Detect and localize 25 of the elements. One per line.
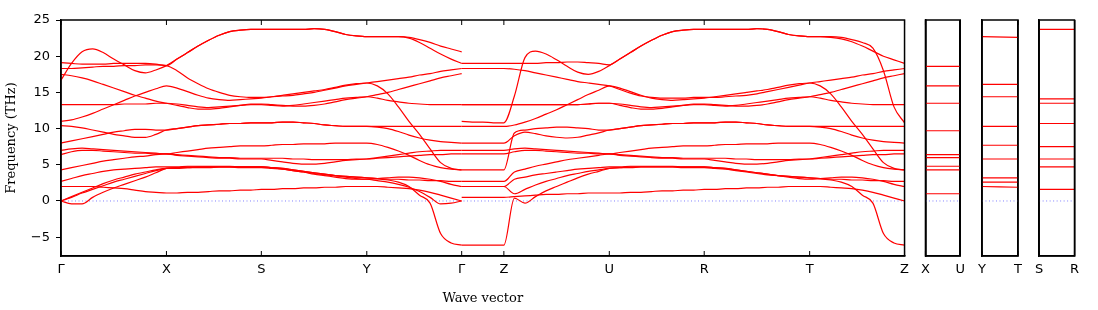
y-tick-label: −5: [30, 228, 50, 244]
y-tick-label: 20: [33, 47, 50, 63]
x-tick-label: S: [257, 261, 266, 277]
x-tick-label: R: [699, 261, 709, 277]
x-tick-label: X: [161, 261, 171, 277]
x-tick-label: Y: [361, 261, 371, 277]
y-tick-label: 25: [33, 11, 50, 27]
x-tick-label: U: [955, 261, 965, 277]
x-tick-label: X: [921, 261, 930, 277]
x-tick-label: T: [1013, 261, 1023, 277]
x-tick-label: Γ: [458, 261, 467, 277]
x-tick-label: Y: [976, 261, 986, 277]
y-tick-label: 15: [33, 83, 50, 99]
y-axis-title: Frequency (THz): [3, 82, 19, 194]
x-tick-label: Z: [499, 261, 509, 277]
x-tick-label: R: [1069, 261, 1080, 277]
x-tick-label: Γ: [57, 261, 66, 277]
x-tick-label: Z: [900, 261, 910, 277]
y-tick-label: 10: [33, 119, 50, 135]
y-tick-label: 5: [41, 156, 50, 172]
x-tick-label: U: [604, 261, 615, 277]
y-tick-label: 0: [41, 192, 50, 208]
x-tick-label: S: [1034, 261, 1044, 277]
x-axis-title: Wave vector: [442, 289, 524, 305]
x-tick-label: T: [804, 261, 814, 277]
